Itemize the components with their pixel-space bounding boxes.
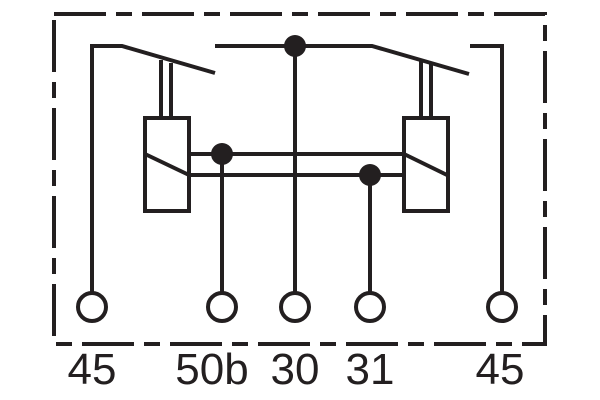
right-relay-coil xyxy=(402,116,450,213)
right-45-wire xyxy=(470,44,504,293)
left-relay-coil xyxy=(143,116,191,213)
right-coil-winding xyxy=(403,152,448,177)
terminal-45-right xyxy=(486,291,518,323)
terminal-50b xyxy=(206,291,238,323)
terminal-30 xyxy=(279,291,311,323)
terminal-label-50b: 50b xyxy=(175,345,249,394)
junction-dot xyxy=(211,143,233,165)
terminal-31 xyxy=(354,291,386,323)
terminal-label-30: 30 xyxy=(270,345,320,394)
terminal-label-45-left: 45 xyxy=(67,345,117,394)
terminal-label-45-right: 45 xyxy=(475,345,525,394)
housing-border xyxy=(52,12,547,346)
terminal-45-left xyxy=(76,291,108,323)
terminal-label-31: 31 xyxy=(345,345,395,394)
right-switch-contact xyxy=(215,44,470,76)
left-coil-winding xyxy=(144,152,190,177)
junction-dot xyxy=(359,164,381,186)
left-switch-contact xyxy=(90,44,216,293)
junction-dot xyxy=(284,35,306,57)
